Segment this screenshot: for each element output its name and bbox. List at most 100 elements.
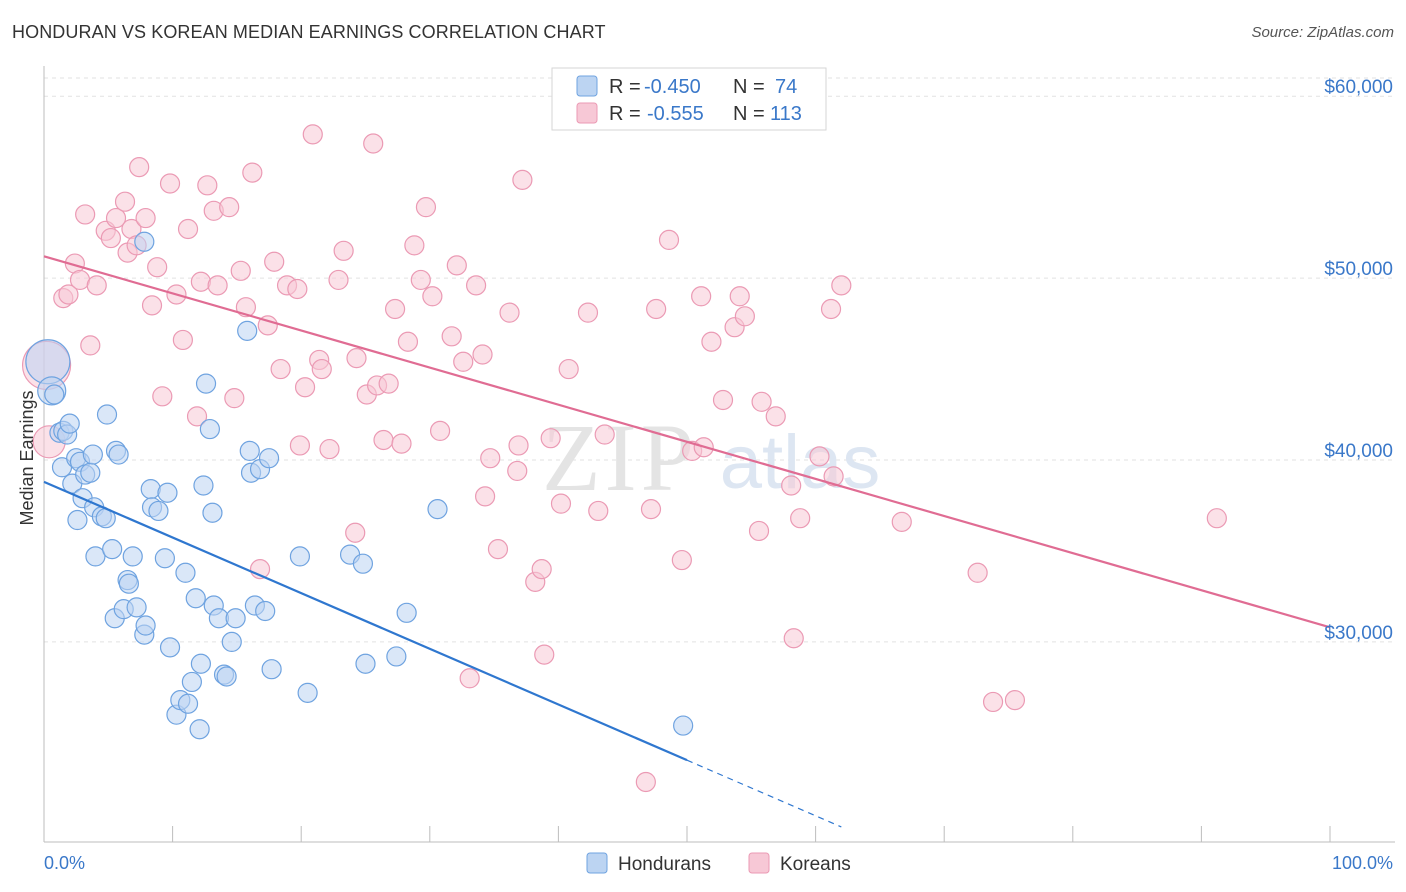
point-hondurans — [199, 418, 220, 440]
point-hondurans — [126, 597, 147, 618]
point-koreans — [658, 229, 680, 250]
point-hondurans — [237, 320, 258, 341]
point-hondurans — [82, 444, 103, 465]
chart-title: HONDURAN VS KOREAN MEDIAN EARNINGS CORRE… — [12, 22, 606, 42]
point-koreans — [410, 269, 431, 291]
point-koreans — [333, 240, 354, 261]
point-hondurans — [85, 546, 106, 567]
point-koreans — [429, 420, 451, 441]
point-koreans — [86, 275, 107, 296]
point-koreans — [311, 358, 332, 380]
point-hondurans — [108, 444, 129, 465]
legend-r-label-koreans: R = — [609, 103, 641, 125]
point-hondurans — [181, 671, 202, 693]
legend-box — [551, 67, 827, 131]
y-axis-label: Median Earnings — [17, 390, 37, 525]
point-hondurans — [135, 615, 156, 636]
point-koreans — [558, 358, 579, 380]
point-koreans — [58, 284, 79, 305]
point-hondurans — [59, 413, 80, 434]
legend-n-label-hondurans: N = — [733, 76, 765, 98]
point-koreans — [373, 429, 394, 451]
point-koreans — [328, 269, 349, 291]
point-hondurans — [297, 682, 318, 703]
y-tick-label: $30,000 — [1324, 623, 1393, 644]
point-koreans — [508, 435, 529, 456]
point-hondurans — [96, 404, 118, 425]
point-koreans — [507, 460, 528, 482]
point-koreans — [982, 691, 1004, 713]
point-koreans — [594, 424, 615, 445]
point-koreans — [177, 218, 199, 240]
point-koreans — [474, 486, 496, 507]
point-koreans — [550, 493, 572, 514]
legend-bottom-label-hondurans: Hondurans — [618, 854, 711, 875]
point-hondurans — [44, 384, 65, 405]
point-hondurans — [177, 693, 199, 714]
legend-bottom-label-koreans: Koreans — [780, 854, 851, 875]
trend-line-extension-hondurans — [686, 759, 842, 828]
legend-bottom-swatch-hondurans — [586, 852, 608, 874]
point-hondurans — [51, 457, 73, 478]
point-koreans — [640, 499, 662, 520]
point-hondurans — [195, 373, 217, 394]
trend-line-hondurans — [43, 480, 688, 762]
point-hondurans — [122, 546, 143, 567]
point-hondurans — [261, 659, 282, 680]
point-koreans — [257, 315, 278, 336]
x-tick-min: 0.0% — [44, 853, 85, 873]
point-koreans — [422, 286, 443, 307]
legend-n-label-koreans: N = — [733, 103, 765, 125]
point-hondurans — [157, 482, 178, 503]
point-koreans — [397, 331, 419, 352]
point-koreans — [197, 175, 218, 196]
point-hondurans — [159, 637, 181, 658]
point-koreans — [264, 251, 285, 272]
point-koreans — [345, 522, 366, 543]
point-hondurans — [289, 546, 311, 567]
y-tick-labels: $30,000 $40,000 $50,000 $60,000 — [1324, 77, 1393, 644]
point-koreans — [891, 511, 912, 532]
point-koreans — [270, 358, 291, 380]
point-koreans — [242, 162, 263, 183]
point-hondurans — [427, 499, 448, 520]
point-koreans — [114, 191, 136, 212]
point-hondurans — [134, 231, 155, 252]
legend-r-label-hondurans: R = — [609, 76, 641, 98]
point-koreans — [820, 298, 842, 320]
point-koreans — [701, 331, 722, 352]
point-koreans — [363, 133, 384, 154]
point-hondurans — [352, 553, 374, 574]
legend-swatch-hondurans — [576, 75, 598, 97]
point-hondurans — [140, 479, 161, 500]
point-koreans — [141, 295, 163, 316]
point-koreans — [378, 373, 399, 394]
point-koreans — [190, 271, 211, 292]
point-koreans — [1004, 690, 1026, 711]
point-hondurans — [386, 646, 407, 667]
point-hondurans — [154, 548, 175, 569]
point-koreans — [230, 260, 251, 281]
point-koreans — [472, 344, 493, 365]
point-koreans — [224, 388, 245, 409]
point-hondurans — [102, 539, 123, 560]
point-hondurans — [118, 573, 139, 594]
point-koreans — [384, 298, 406, 320]
point-koreans — [531, 559, 552, 580]
point-koreans — [219, 197, 240, 218]
trend-lines — [43, 255, 1331, 828]
point-koreans — [391, 433, 412, 454]
point-koreans — [790, 508, 811, 529]
point-koreans — [765, 406, 786, 427]
point-koreans — [512, 169, 533, 190]
point-hondurans — [255, 600, 276, 622]
point-koreans — [748, 520, 770, 542]
y-tick-label: $40,000 — [1324, 441, 1393, 462]
source-label: Source: ZipAtlas.com — [1251, 24, 1394, 41]
legend-r-value-hondurans: -0.450 — [644, 76, 701, 98]
point-koreans — [186, 406, 208, 427]
point-hondurans — [175, 562, 196, 583]
point-hondurans — [673, 715, 694, 736]
point-koreans — [75, 204, 96, 225]
point-koreans — [404, 235, 425, 256]
